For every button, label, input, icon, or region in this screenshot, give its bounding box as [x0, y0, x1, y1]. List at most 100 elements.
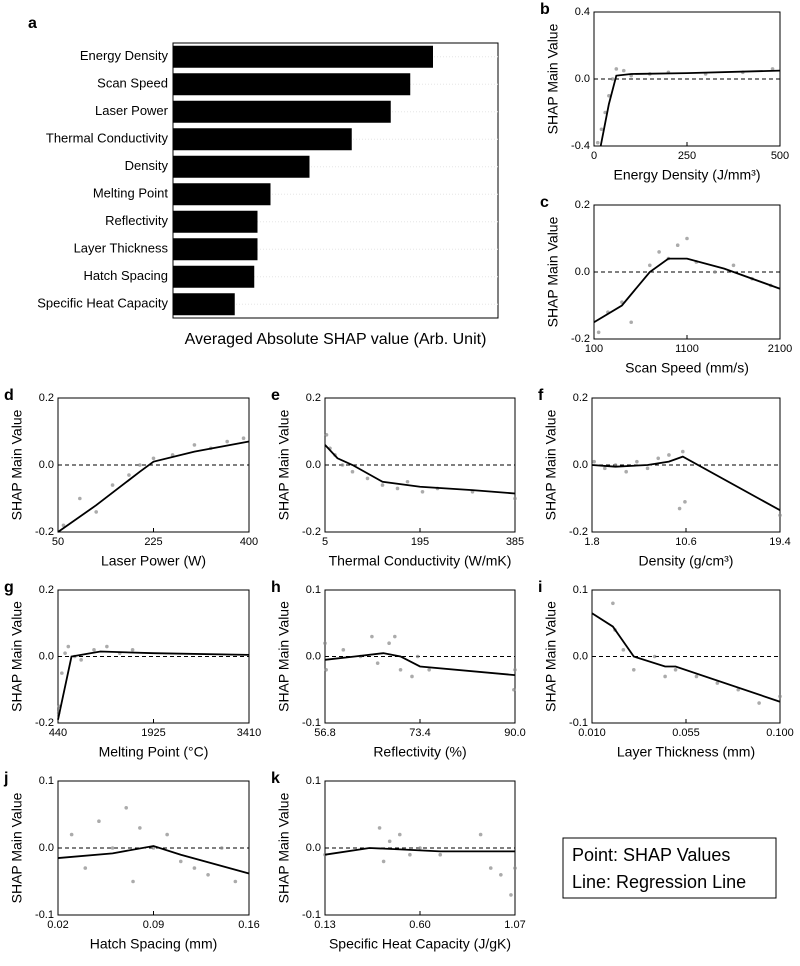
- x-axis-label: Layer Thickness (mm): [617, 744, 755, 760]
- point: [381, 859, 386, 864]
- x-axis-label: Scan Speed (mm/s): [625, 360, 749, 376]
- point: [778, 513, 782, 518]
- point: [624, 469, 628, 474]
- x-axis-label: Density (g/cm³): [639, 553, 734, 569]
- point: [415, 654, 420, 659]
- point: [410, 674, 414, 679]
- point: [61, 523, 66, 528]
- x-tick-label: 1100: [675, 343, 699, 355]
- y-axis-label: SHAP Main Value: [9, 792, 25, 903]
- point: [770, 67, 775, 71]
- category-label: Reflectivity: [105, 213, 168, 228]
- x-tick-label: 73.4: [409, 727, 430, 739]
- panel-label: i: [538, 579, 542, 596]
- point: [105, 644, 109, 649]
- x-tick-label: 19.4: [769, 536, 790, 548]
- point: [595, 140, 600, 145]
- y-axis-label: SHAP Main Value: [276, 601, 292, 712]
- point: [127, 473, 131, 477]
- point: [341, 648, 346, 652]
- point: [648, 263, 652, 268]
- point: [631, 668, 636, 672]
- point: [94, 510, 98, 514]
- y-tick-label: -0.1: [35, 909, 54, 921]
- x-tick-label: 1.8: [584, 536, 599, 548]
- bar: [173, 100, 391, 123]
- point: [324, 668, 328, 672]
- regression-line: [324, 847, 515, 856]
- point: [63, 651, 67, 655]
- x-tick-label: 0.02: [47, 919, 68, 931]
- point: [610, 77, 615, 81]
- point: [110, 483, 115, 487]
- point: [513, 496, 517, 501]
- regression-line: [593, 257, 781, 324]
- point: [60, 671, 64, 675]
- point: [778, 694, 782, 699]
- point: [645, 466, 650, 471]
- y-tick-label: -0.1: [569, 717, 588, 729]
- x-tick-label: 500: [771, 150, 789, 162]
- point: [715, 681, 720, 685]
- point: [130, 648, 135, 652]
- plot-frame: [172, 42, 499, 319]
- point: [621, 68, 626, 73]
- panel-label: g: [4, 579, 14, 596]
- x-tick-label: 195: [411, 536, 429, 548]
- point: [324, 433, 329, 437]
- y-tick-label: 0.0: [39, 650, 54, 662]
- point: [657, 250, 661, 254]
- panel-label: b: [540, 1, 550, 18]
- point: [241, 436, 246, 441]
- point: [611, 601, 615, 606]
- point: [656, 456, 661, 461]
- point: [110, 846, 115, 850]
- point: [685, 236, 689, 241]
- bar: [173, 183, 271, 206]
- point: [219, 846, 224, 850]
- point: [365, 476, 370, 481]
- x-tick-label: 3410: [237, 727, 261, 739]
- point: [398, 668, 403, 672]
- y-axis-label: SHAP Main Value: [545, 216, 561, 327]
- y-tick-label: 0.1: [39, 775, 54, 787]
- x-tick-label: 250: [678, 150, 696, 162]
- x-tick-label: 56.8: [314, 727, 335, 739]
- x-tick-label: 100: [585, 343, 603, 355]
- point: [397, 832, 402, 837]
- bar: [173, 45, 433, 68]
- regression-line: [324, 444, 516, 495]
- point: [499, 873, 503, 877]
- point: [607, 93, 611, 98]
- point: [757, 701, 761, 705]
- panel-label: a: [28, 15, 37, 32]
- x-tick-label: 0.100: [766, 727, 794, 739]
- category-label: Density: [125, 158, 169, 173]
- point: [69, 832, 74, 837]
- point: [614, 67, 619, 71]
- point: [380, 483, 385, 487]
- y-tick-label: 0.0: [306, 650, 321, 662]
- point: [66, 644, 71, 649]
- y-tick-label: 0.2: [306, 392, 321, 404]
- y-tick-label: 0.2: [575, 199, 590, 211]
- x-tick-label: 225: [144, 536, 162, 548]
- point: [233, 879, 238, 884]
- point: [675, 243, 680, 247]
- point: [713, 270, 717, 274]
- y-tick-label: 0.0: [573, 459, 588, 471]
- x-tick-label: 10.6: [675, 536, 696, 548]
- regression-line: [591, 455, 781, 512]
- legend-text: Line: Regression Line: [572, 872, 746, 892]
- point: [225, 439, 229, 444]
- y-tick-label: -0.2: [569, 526, 588, 538]
- category-label: Energy Density: [80, 48, 169, 63]
- point: [323, 641, 327, 645]
- panel-label: h: [271, 579, 281, 596]
- point: [603, 466, 607, 471]
- point: [192, 866, 197, 870]
- y-tick-label: -0.2: [35, 717, 54, 729]
- bar: [173, 155, 310, 178]
- y-tick-label: 0.2: [573, 392, 588, 404]
- y-tick-label: 0.2: [39, 584, 54, 596]
